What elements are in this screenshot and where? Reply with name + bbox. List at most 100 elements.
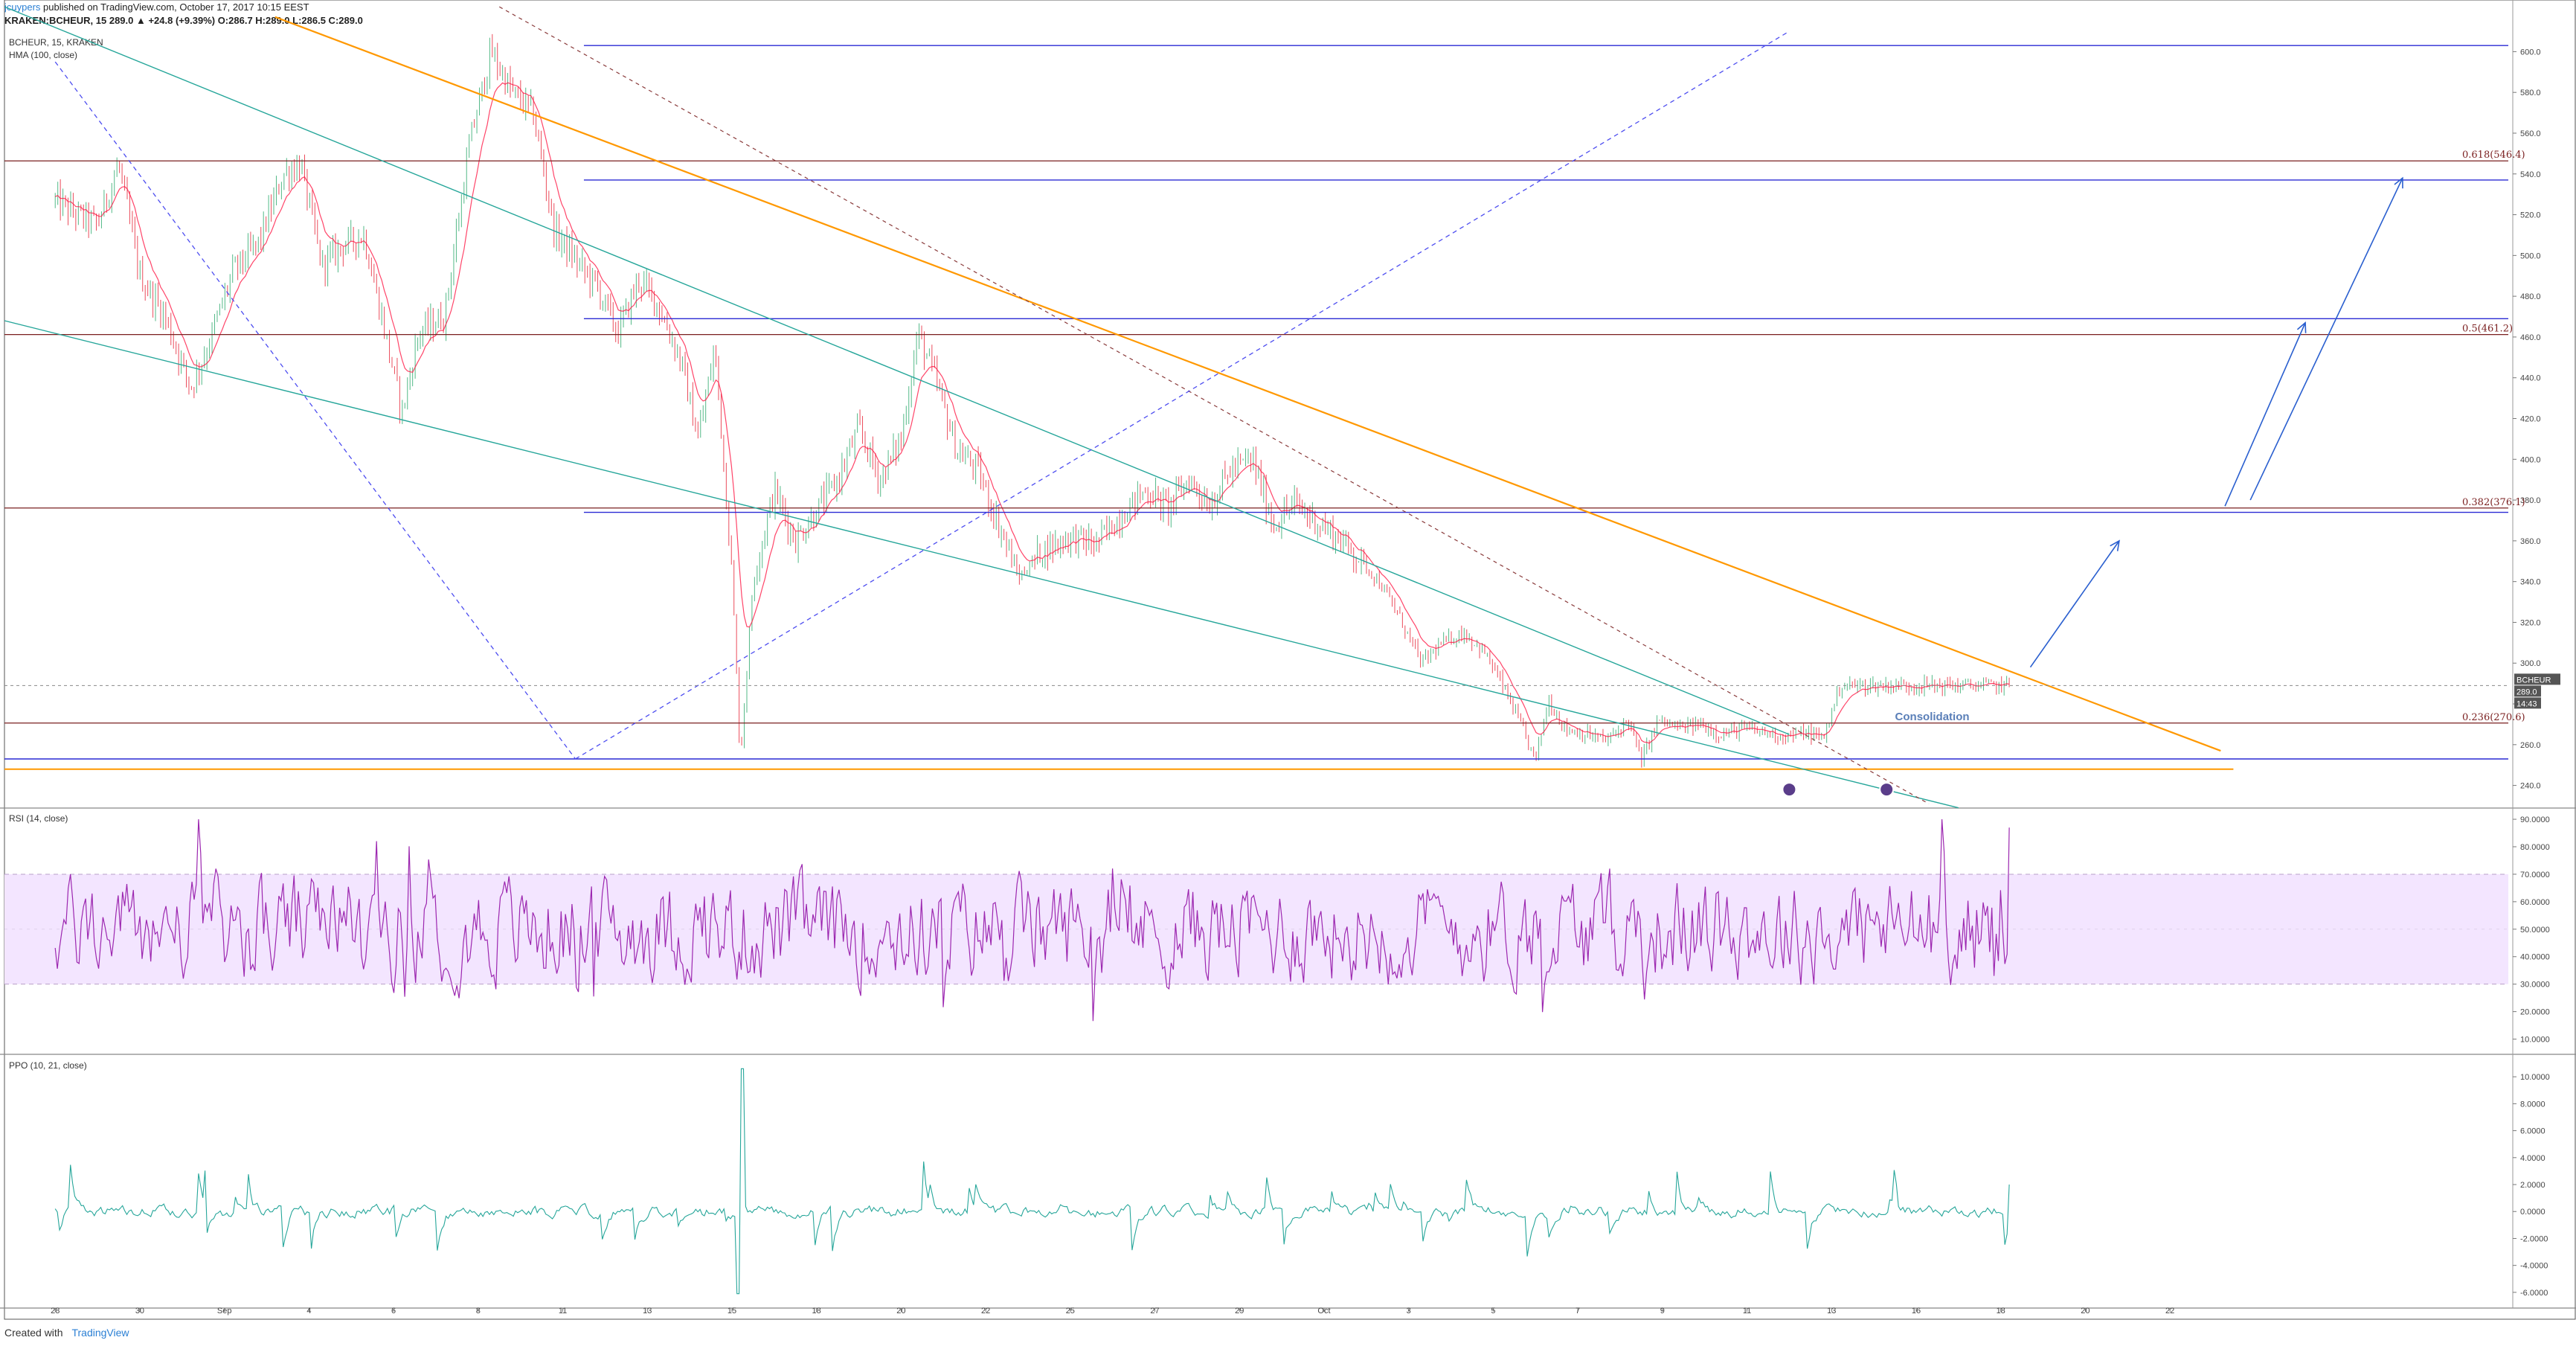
price-tick-label: 320.0 <box>2520 618 2541 627</box>
time-tick-label: 22 <box>981 1307 990 1315</box>
ppo-tick-label: 10.0000 <box>2520 1073 2550 1082</box>
price-tick-label: 500.0 <box>2520 251 2541 260</box>
rsi-tick-label: 20.0000 <box>2520 1008 2550 1017</box>
fib-level-label: 0.382(376.1) <box>2462 497 2525 508</box>
ppo-tick-label: -6.0000 <box>2520 1289 2548 1298</box>
footer-created: Created with <box>4 1327 63 1339</box>
time-tick-label: 11 <box>1743 1307 1751 1315</box>
time-tick-label: 16 <box>1912 1307 1921 1315</box>
ppo-tick-label: 8.0000 <box>2520 1100 2546 1109</box>
arrow-head <box>2110 539 2120 551</box>
rsi-line <box>54 819 2010 1022</box>
trend-line-teal <box>4 320 1959 809</box>
rsi-tick-label: 80.0000 <box>2520 843 2550 852</box>
time-tick-label: 29 <box>1235 1307 1244 1315</box>
ppo-line <box>54 1068 2010 1295</box>
arrow-head <box>2394 176 2403 189</box>
rsi-tick-label: 60.0000 <box>2520 898 2550 907</box>
time-tick-label: 13 <box>643 1307 652 1315</box>
symbol-badge-bg <box>2514 673 2560 685</box>
rsi-tick-label: 40.0000 <box>2520 953 2550 962</box>
price-tick-label: 260.0 <box>2520 741 2541 750</box>
time-tick-label: 22 <box>2165 1307 2174 1315</box>
footer: Created with TradingView <box>4 1327 129 1339</box>
time-tick-label: 25 <box>1066 1307 1075 1315</box>
time-tick-label: 30 <box>135 1307 144 1315</box>
time-tick-label: 6 <box>391 1307 396 1315</box>
time-tick-label: 11 <box>559 1307 567 1315</box>
ppo-tick-label: 4.0000 <box>2520 1154 2546 1163</box>
published-text: published on TradingView.com, October 17… <box>43 1 309 13</box>
time-tick-label: 7 <box>1576 1307 1580 1315</box>
countdown-badge-bg <box>2514 697 2541 709</box>
time-tick-label: 13 <box>1827 1307 1836 1315</box>
fib-level-label: 0.5(461.2) <box>2462 324 2513 335</box>
price-tick-label: 540.0 <box>2520 170 2541 179</box>
rsi-tick-label: 50.0000 <box>2520 926 2550 935</box>
ppo-tick-label: 6.0000 <box>2520 1127 2546 1136</box>
price-tick-label: 560.0 <box>2520 129 2541 138</box>
price-tick-label: 600.0 <box>2520 48 2541 57</box>
event-marker <box>1879 782 1895 798</box>
rsi-tick-label: 70.0000 <box>2520 871 2550 879</box>
price-tick-label: 360.0 <box>2520 537 2541 546</box>
price-tick-label: 300.0 <box>2520 659 2541 668</box>
time-tick-label: 8 <box>476 1307 481 1315</box>
price-tick-label: 340.0 <box>2520 578 2541 587</box>
ppo-title: PPO (10, 21, close) <box>9 1060 87 1071</box>
ppo-tick-label: 2.0000 <box>2520 1181 2546 1190</box>
price-badge: 289.0 <box>2516 688 2537 696</box>
legend-symbol: BCHEUR, 15, KRAKEN <box>9 37 103 48</box>
arrow-head <box>2296 321 2307 333</box>
rsi-tick-label: 10.0000 <box>2520 1036 2550 1045</box>
consolidation-label: Consolidation <box>1895 711 1970 723</box>
time-tick-label: 18 <box>1997 1307 2005 1315</box>
price-tick-label: 380.0 <box>2520 496 2541 505</box>
time-tick-label: 15 <box>727 1307 736 1315</box>
price-tick-label: 400.0 <box>2520 455 2541 464</box>
price-tick-label: 440.0 <box>2520 374 2541 383</box>
time-tick-label: 28 <box>51 1307 60 1315</box>
trend-line-dashed-red <box>498 6 1930 804</box>
price-badge-bg <box>2514 685 2541 697</box>
projection-arrow <box>2224 322 2306 507</box>
candles <box>54 33 2010 768</box>
author-link[interactable]: jcuypers <box>4 1 41 13</box>
trend-line-teal <box>4 6 1790 735</box>
outer-border <box>4 0 2576 1320</box>
symbol-line: KRAKEN:BCHEUR, 15 289.0 ▲ +24.8 (+9.39%)… <box>4 15 363 26</box>
ppo-tick-label: -2.0000 <box>2520 1234 2548 1243</box>
time-tick-label: 5 <box>1491 1307 1495 1315</box>
ppo-tick-label: -4.0000 <box>2520 1262 2548 1271</box>
time-tick-label: 9 <box>1660 1307 1665 1315</box>
trend-line-dashed-blue <box>575 31 1790 760</box>
rsi-tick-label: 90.0000 <box>2520 815 2550 824</box>
countdown-badge: 14:43 <box>2516 699 2537 708</box>
price-tick-label: 580.0 <box>2520 89 2541 97</box>
time-tick-label: 27 <box>1150 1307 1159 1315</box>
tradingview-logo[interactable]: TradingView <box>71 1327 129 1339</box>
price-tick-label: 420.0 <box>2520 415 2541 424</box>
trend-line-orange <box>274 16 2221 752</box>
time-tick-label: Sep <box>217 1307 232 1315</box>
ppo-tick-label: 0.0000 <box>2520 1208 2546 1217</box>
event-marker <box>1782 782 1797 798</box>
price-tick-label: 240.0 <box>2520 782 2541 791</box>
time-tick-label: 3 <box>1407 1307 1411 1315</box>
trend-line-dashed-blue <box>54 61 576 760</box>
hma-line <box>54 82 2010 744</box>
time-tick-label: 20 <box>2081 1307 2090 1315</box>
projection-arrow <box>2249 177 2403 501</box>
legend-hma: HMA (100, close) <box>9 50 78 60</box>
rsi-tick-label: 30.0000 <box>2520 981 2550 990</box>
fib-level-label: 0.618(546.4) <box>2462 150 2525 161</box>
projection-arrow <box>2029 540 2120 668</box>
symbol-badge: BCHEUR <box>2516 676 2551 685</box>
price-tick-label: 520.0 <box>2520 211 2541 220</box>
time-tick-label: 20 <box>896 1307 905 1315</box>
publisher-line: jcuypers published on TradingView.com, O… <box>4 1 309 13</box>
fib-level-label: 0.236(270.6) <box>2462 712 2525 723</box>
time-tick-label: 4 <box>306 1307 311 1315</box>
price-tick-label: 460.0 <box>2520 333 2541 342</box>
